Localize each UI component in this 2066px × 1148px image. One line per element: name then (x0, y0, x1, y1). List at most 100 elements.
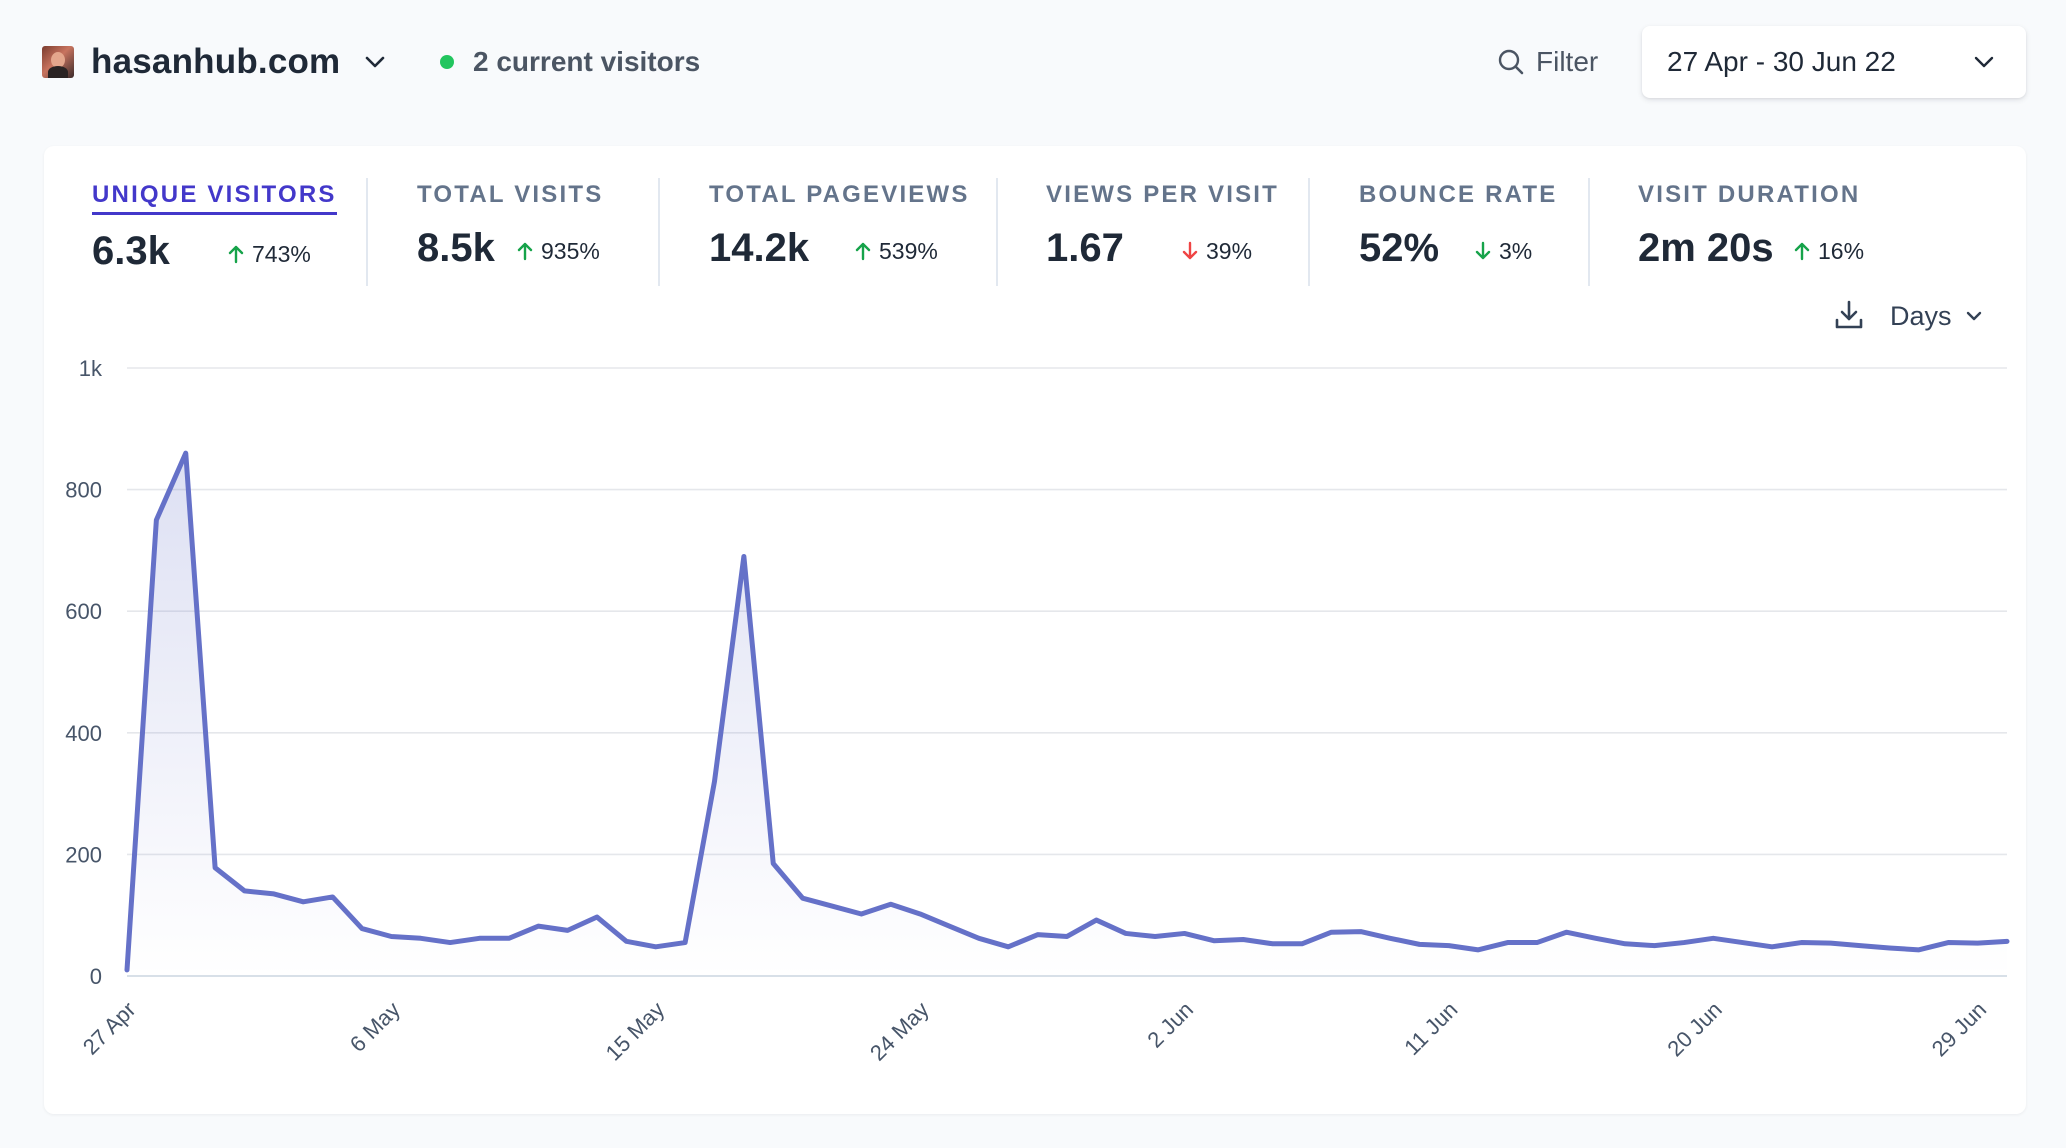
metric-visit-duration[interactable]: VISIT DURATION 2m 20s 16% (1638, 181, 1864, 271)
data-point[interactable] (1534, 940, 1540, 946)
data-point[interactable] (741, 553, 747, 559)
data-point[interactable] (947, 923, 953, 929)
data-point[interactable] (477, 935, 483, 941)
data-point[interactable] (623, 938, 629, 944)
data-point[interactable] (888, 901, 894, 907)
data-point[interactable] (506, 935, 512, 941)
chevron-down-icon (1974, 56, 1994, 68)
data-point[interactable] (1622, 941, 1628, 947)
data-point[interactable] (388, 933, 394, 939)
data-point[interactable] (271, 891, 277, 897)
series-area (127, 453, 2007, 976)
metric-total-visits[interactable]: TOTAL VISITS 8.5k 935% (417, 181, 603, 271)
filter-label: Filter (1536, 46, 1599, 77)
data-point[interactable] (1887, 945, 1893, 951)
data-point[interactable] (1387, 935, 1393, 941)
metric-value: 8.5k (417, 226, 495, 270)
visitors-chart[interactable]: 0 200 400 600 800 1k 27 Apr 6 May 15 May 24 May 2 … (44, 146, 2026, 1114)
data-point[interactable] (1123, 930, 1129, 936)
data-point[interactable] (712, 778, 718, 784)
current-visitors-link[interactable]: 2 current visitors (440, 44, 700, 80)
data-point[interactable] (770, 861, 776, 867)
arrow-up-icon (517, 242, 533, 261)
data-point[interactable] (653, 944, 659, 950)
data-point[interactable] (1681, 940, 1687, 946)
metric-divider (1588, 178, 1590, 286)
metric-bounce-rate[interactable]: BOUNCE RATE 52% 3% (1359, 181, 1557, 271)
data-point[interactable] (682, 940, 688, 946)
data-point[interactable] (183, 450, 189, 456)
metric-change-value: 39% (1206, 237, 1253, 264)
data-point[interactable] (1093, 917, 1099, 923)
search-icon (1498, 49, 1524, 75)
data-point[interactable] (1035, 932, 1041, 938)
data-point[interactable] (300, 899, 306, 905)
data-point[interactable] (858, 911, 864, 917)
metric-divider (366, 178, 368, 286)
data-point[interactable] (1328, 929, 1334, 935)
data-point[interactable] (1211, 938, 1217, 944)
data-point[interactable] (1828, 940, 1834, 946)
data-point[interactable] (1857, 943, 1863, 949)
data-point[interactable] (1945, 940, 1951, 946)
data-point[interactable] (1593, 935, 1599, 941)
chevron-down-icon (1966, 311, 1981, 321)
data-point[interactable] (565, 927, 571, 933)
data-point[interactable] (330, 894, 336, 900)
metric-total-pageviews[interactable]: TOTAL PAGEVIEWS 14.2k 539% (709, 181, 970, 271)
data-point[interactable] (917, 911, 923, 917)
metric-change: 39% (1182, 238, 1252, 265)
data-point[interactable] (212, 865, 218, 871)
series-line (124, 450, 2010, 973)
metric-value: 14.2k (709, 226, 810, 270)
data-point[interactable] (1740, 940, 1746, 946)
data-point[interactable] (1769, 944, 1775, 950)
metric-divider (658, 178, 660, 286)
data-point[interactable] (418, 935, 424, 941)
filter-button[interactable]: Filter (1496, 43, 1598, 81)
data-point[interactable] (359, 926, 365, 932)
data-point[interactable] (153, 517, 159, 523)
data-point[interactable] (976, 935, 982, 941)
data-point[interactable] (829, 903, 835, 909)
site-switcher[interactable]: hasanhub.com (42, 40, 388, 84)
arrow-down-icon (1475, 241, 1491, 260)
data-point[interactable] (1182, 930, 1188, 936)
data-point[interactable] (242, 888, 248, 894)
metric-label: VIEWS PER VISIT (1046, 181, 1280, 208)
data-point[interactable] (447, 940, 453, 946)
y-tick-label: 1k (79, 356, 103, 381)
data-point[interactable] (535, 923, 541, 929)
download-icon (1835, 300, 1863, 329)
data-point[interactable] (1916, 947, 1922, 953)
data-point[interactable] (800, 895, 806, 901)
data-point[interactable] (1710, 935, 1716, 941)
data-point[interactable] (1240, 937, 1246, 943)
data-point[interactable] (1563, 929, 1569, 935)
interval-select[interactable]: Days (1890, 298, 1984, 334)
data-point[interactable] (1064, 933, 1070, 939)
data-point[interactable] (1505, 940, 1511, 946)
metric-unique-visitors[interactable]: UNIQUE VISITORS 6.3k 743% (92, 181, 337, 274)
data-point[interactable] (1299, 941, 1305, 947)
data-point[interactable] (1270, 941, 1276, 947)
arrow-up-icon (855, 242, 871, 261)
data-point[interactable] (1798, 940, 1804, 946)
data-point[interactable] (124, 967, 130, 973)
data-point[interactable] (1417, 941, 1423, 947)
data-point[interactable] (1152, 933, 1158, 939)
data-point[interactable] (1358, 929, 1364, 935)
date-range-picker[interactable]: 27 Apr - 30 Jun 22 (1642, 26, 2026, 98)
chevron-down-icon[interactable] (362, 49, 388, 75)
live-dot-icon (440, 55, 454, 69)
data-point[interactable] (1475, 947, 1481, 953)
data-point[interactable] (594, 914, 600, 920)
data-point[interactable] (1446, 943, 1452, 949)
data-point[interactable] (2004, 938, 2010, 944)
download-button[interactable] (1832, 298, 1866, 332)
data-point[interactable] (1005, 944, 1011, 950)
data-point[interactable] (1975, 940, 1981, 946)
metric-views-per-visit[interactable]: VIEWS PER VISIT 1.67 39% (1046, 181, 1279, 271)
metric-value: 1.67 (1046, 226, 1124, 270)
data-point[interactable] (1652, 943, 1658, 949)
